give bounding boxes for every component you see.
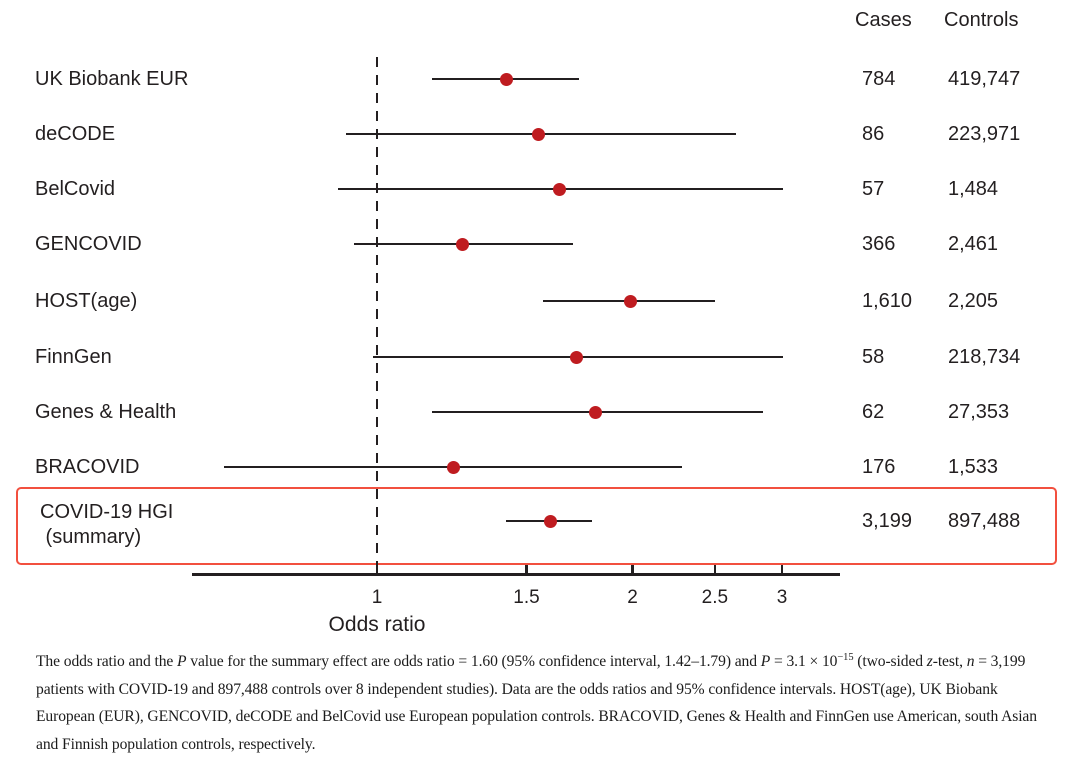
controls-value: 2,205 bbox=[948, 289, 998, 313]
study-label: Genes & Health bbox=[35, 400, 176, 425]
caption-italic: P bbox=[761, 653, 770, 670]
study-label: FinnGen bbox=[35, 345, 112, 370]
cases-value: 1,610 bbox=[862, 289, 912, 313]
caption-superscript: −15 bbox=[837, 652, 853, 663]
cases-value: 784 bbox=[862, 67, 895, 91]
x-axis-tick-label: 2 bbox=[627, 587, 638, 609]
caption-text: patients with COVID-19 and 897,488 contr… bbox=[36, 681, 998, 698]
study-label: deCODE bbox=[35, 122, 115, 147]
odds-ratio-point bbox=[570, 351, 583, 364]
caption-text: European (EUR), GENCOVID, deCODE and Bel… bbox=[36, 708, 1037, 725]
controls-value: 897,488 bbox=[948, 509, 1020, 533]
odds-ratio-point bbox=[456, 238, 469, 251]
x-axis-tick-mark bbox=[525, 565, 528, 573]
controls-value: 1,533 bbox=[948, 455, 998, 479]
study-label: BRACOVID bbox=[35, 455, 139, 480]
x-axis-tick-mark bbox=[781, 565, 784, 573]
x-axis-line bbox=[192, 573, 840, 576]
caption-text: and Finnish population controls, respect… bbox=[36, 736, 315, 753]
study-label: HOST(age) bbox=[35, 289, 137, 314]
cases-column-header: Cases bbox=[855, 9, 912, 32]
odds-ratio-point bbox=[624, 295, 637, 308]
x-axis-tick-mark bbox=[631, 565, 634, 573]
x-axis-tick-label: 2.5 bbox=[702, 587, 728, 609]
x-axis-tick-mark bbox=[714, 565, 717, 573]
odds-ratio-point bbox=[589, 406, 602, 419]
caption-line: European (EUR), GENCOVID, deCODE and Bel… bbox=[36, 703, 1066, 731]
figure-caption: The odds ratio and the P value for the s… bbox=[36, 648, 1066, 758]
odds-ratio-point bbox=[553, 183, 566, 196]
caption-text: -test, bbox=[933, 653, 967, 670]
caption-text: The odds ratio and the bbox=[36, 653, 177, 670]
odds-ratio-point bbox=[447, 461, 460, 474]
x-axis-tick-mark bbox=[376, 565, 379, 573]
odds-ratio-point bbox=[544, 515, 557, 528]
controls-value: 2,461 bbox=[948, 232, 998, 256]
x-axis-tick-label: 1 bbox=[372, 587, 383, 609]
cases-value: 3,199 bbox=[862, 509, 912, 533]
controls-value: 27,353 bbox=[948, 400, 1009, 424]
caption-text: value for the summary effect are odds ra… bbox=[186, 653, 760, 670]
controls-column-header: Controls bbox=[944, 9, 1018, 32]
caption-text: = 3,199 bbox=[974, 653, 1025, 670]
x-axis-tick-label: 1.5 bbox=[513, 587, 539, 609]
cases-value: 57 bbox=[862, 177, 884, 201]
study-label: COVID-19 HGI (summary) bbox=[40, 500, 173, 550]
study-label: BelCovid bbox=[35, 177, 115, 202]
odds-ratio-point bbox=[500, 73, 513, 86]
caption-line: and Finnish population controls, respect… bbox=[36, 731, 1066, 758]
study-label: UK Biobank EUR bbox=[35, 67, 188, 92]
controls-value: 1,484 bbox=[948, 177, 998, 201]
study-label: GENCOVID bbox=[35, 232, 142, 257]
x-axis-title: Odds ratio bbox=[329, 613, 426, 637]
caption-line: The odds ratio and the P value for the s… bbox=[36, 648, 1066, 676]
cases-value: 86 bbox=[862, 122, 884, 146]
caption-text: = 3.1 × 10 bbox=[770, 653, 837, 670]
cases-value: 366 bbox=[862, 232, 895, 256]
caption-text: (two-sided bbox=[853, 653, 926, 670]
controls-value: 218,734 bbox=[948, 345, 1020, 369]
cases-value: 62 bbox=[862, 400, 884, 424]
x-axis-tick-label: 3 bbox=[777, 587, 788, 609]
cases-value: 176 bbox=[862, 455, 895, 479]
odds-ratio-point bbox=[532, 128, 545, 141]
controls-value: 419,747 bbox=[948, 67, 1020, 91]
cases-value: 58 bbox=[862, 345, 884, 369]
caption-line: patients with COVID-19 and 897,488 contr… bbox=[36, 676, 1066, 704]
controls-value: 223,971 bbox=[948, 122, 1020, 146]
